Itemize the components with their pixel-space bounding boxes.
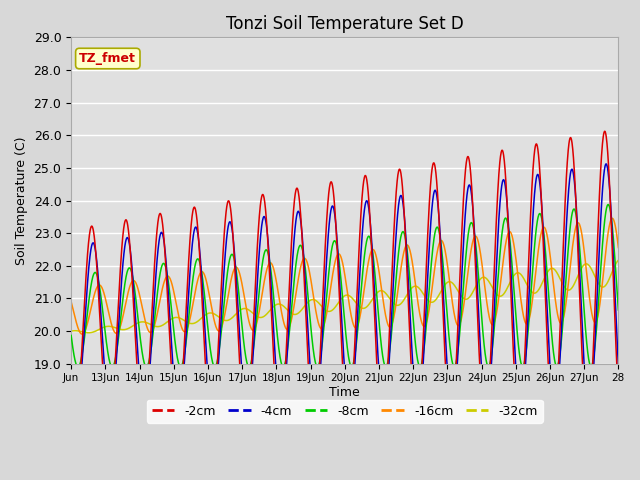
Title: Tonzi Soil Temperature Set D: Tonzi Soil Temperature Set D [226, 15, 463, 33]
Y-axis label: Soil Temperature (C): Soil Temperature (C) [15, 136, 28, 265]
Text: TZ_fmet: TZ_fmet [79, 52, 136, 65]
Legend: -2cm, -4cm, -8cm, -16cm, -32cm: -2cm, -4cm, -8cm, -16cm, -32cm [147, 400, 543, 423]
X-axis label: Time: Time [330, 386, 360, 399]
